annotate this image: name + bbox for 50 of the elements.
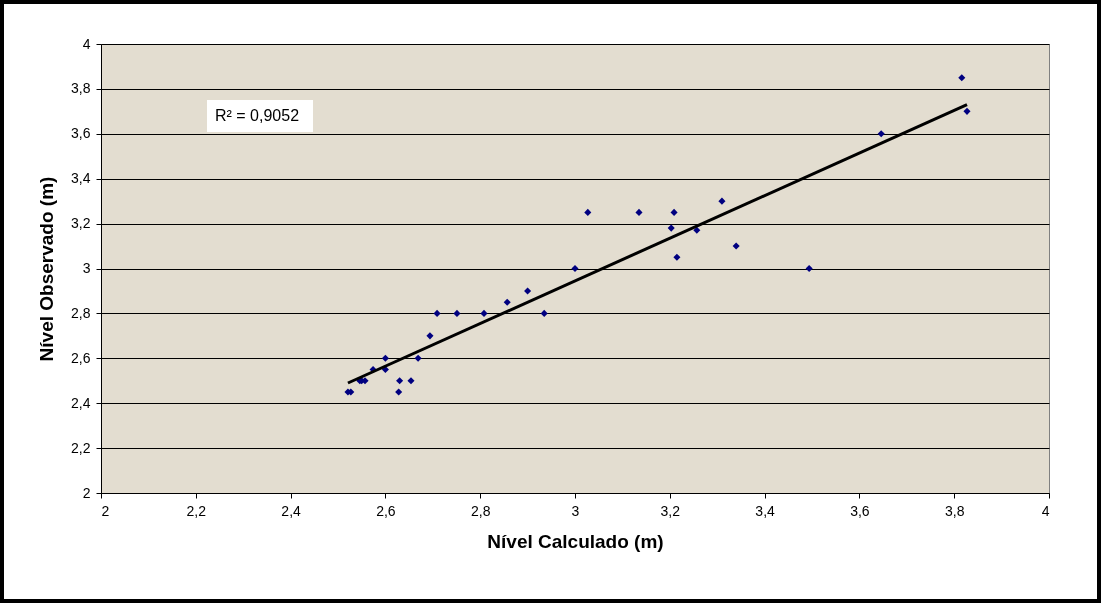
point [540, 309, 548, 317]
point [718, 197, 726, 205]
point [673, 253, 681, 261]
y-tick-label: 2,2 [71, 439, 91, 456]
point [670, 208, 678, 216]
point [963, 107, 971, 115]
x-tick-label: 2 [101, 502, 110, 519]
x-tick-label: 3 [571, 502, 580, 519]
x-tick-label: 3,6 [850, 502, 870, 519]
point [395, 388, 403, 396]
y-tick-label: 3 [82, 260, 91, 276]
y-tick-label: 3,6 [71, 125, 91, 142]
point [426, 332, 434, 340]
point [453, 309, 461, 317]
point [524, 287, 532, 295]
annotation: R² = 0,9052 [215, 107, 300, 124]
y-tick-label: 3,4 [71, 170, 91, 187]
x-tick-label: 4 [1041, 502, 1050, 519]
y-tick-label: 4 [82, 35, 91, 52]
y-tick-label: 2,4 [71, 394, 91, 411]
x-tick-label: 3,8 [944, 502, 965, 519]
y-tick-label: 2,6 [71, 349, 91, 366]
point [635, 208, 643, 216]
x-tick-label: 2,6 [376, 502, 396, 519]
point [480, 309, 488, 317]
y-axis-title: Nível Observado (m) [36, 176, 58, 362]
x-axis-title: Nível Calculado (m) [487, 530, 664, 552]
y-tick-label: 2 [82, 484, 91, 501]
y-tick-label: 3,8 [71, 80, 91, 97]
point [693, 226, 701, 234]
point [571, 264, 579, 273]
point [584, 208, 592, 216]
x-tick-label: 3,2 [660, 502, 681, 519]
x-tick-label: 3,4 [755, 502, 776, 519]
point [732, 242, 740, 250]
point [877, 130, 885, 138]
point [396, 377, 404, 385]
point [667, 224, 675, 232]
point [805, 264, 813, 273]
point [381, 354, 389, 362]
point [414, 354, 422, 362]
point [407, 377, 415, 385]
x-tick-label: 2,2 [186, 502, 207, 519]
point [958, 74, 966, 82]
x-tick-label: 2,8 [470, 502, 491, 519]
point [433, 309, 441, 317]
point [503, 298, 511, 306]
y-tick-label: 3,2 [71, 215, 91, 232]
y-tick-label: 2,8 [71, 304, 91, 321]
x-tick-label: 2,4 [281, 502, 302, 519]
